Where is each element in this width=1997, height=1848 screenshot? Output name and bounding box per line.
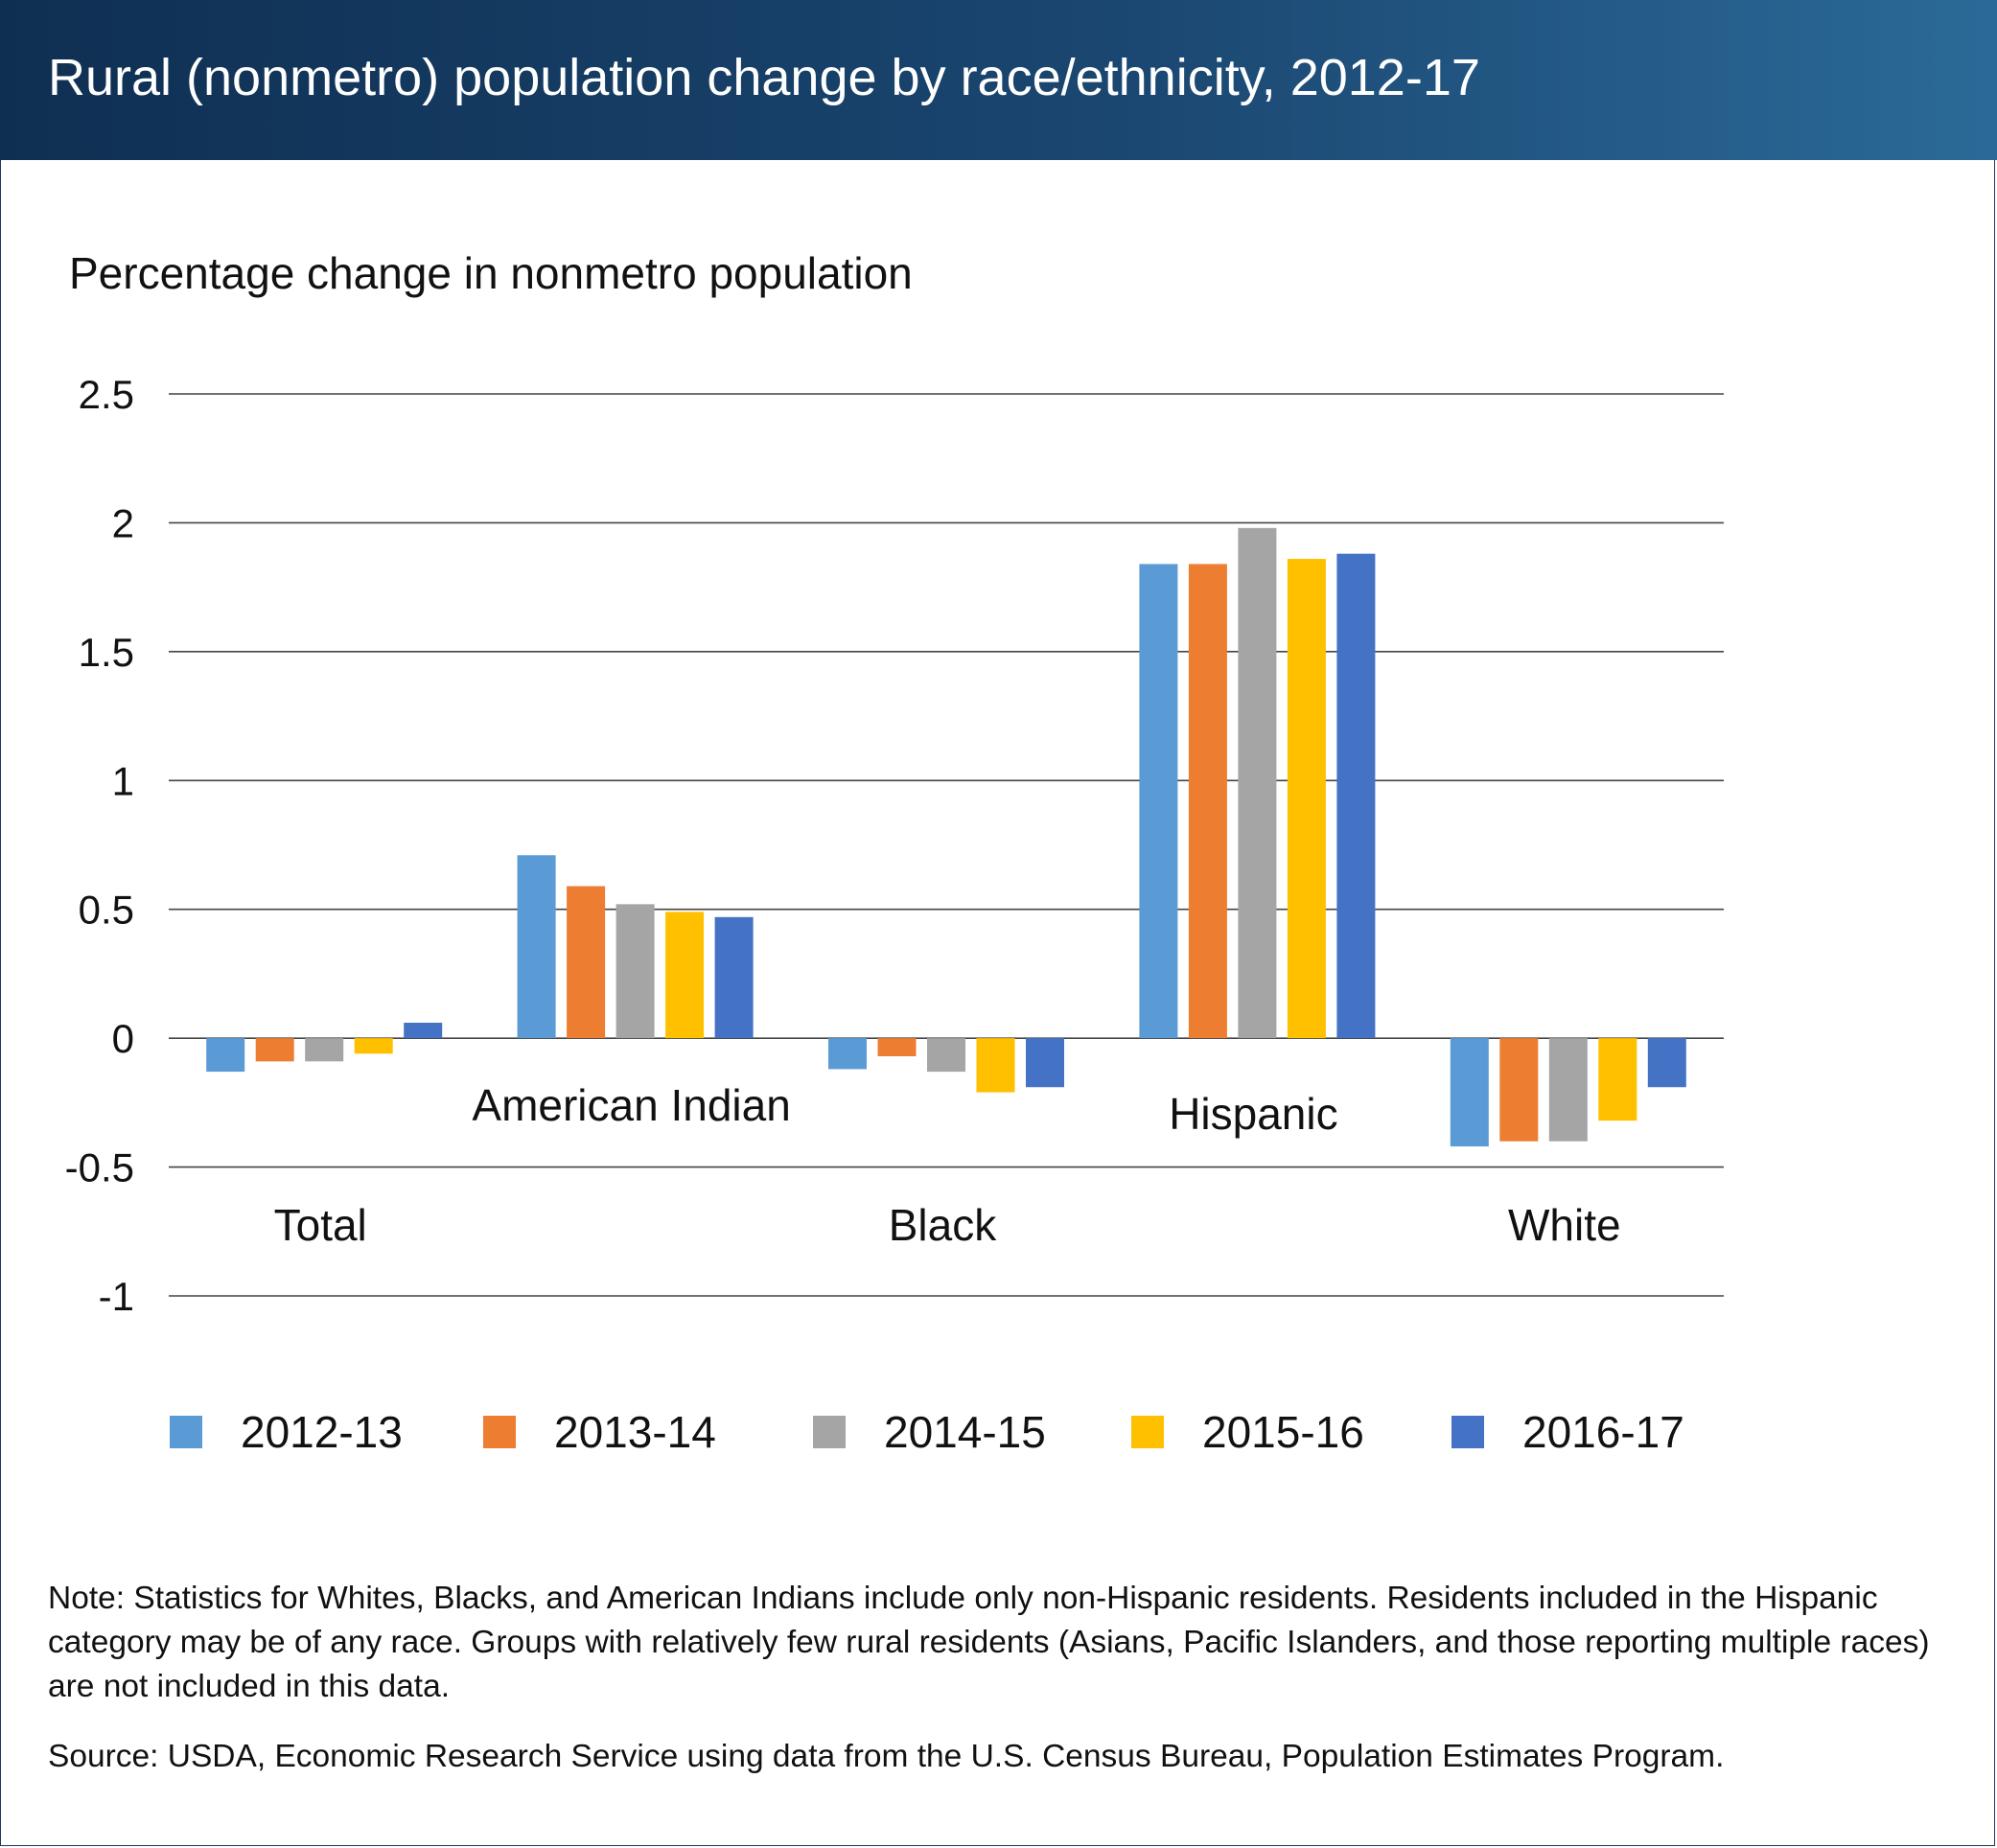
category-label: Total xyxy=(274,1200,367,1250)
bar-black-2013-14 xyxy=(877,1038,917,1056)
gridlines xyxy=(169,393,1724,1297)
legend-label: 2015-16 xyxy=(1202,1407,1364,1457)
legend-swatch-2015-16 xyxy=(1131,1416,1164,1448)
y-tick-label: 1 xyxy=(112,758,134,803)
bar-total-2012-13 xyxy=(206,1038,245,1073)
bar-american-indian-2013-14 xyxy=(567,886,606,1039)
bar-american-indian-2015-16 xyxy=(665,912,705,1039)
bar-hispanic-2016-17 xyxy=(1336,553,1376,1039)
bar-total-2013-14 xyxy=(255,1038,294,1062)
y-tick-label: 1.5 xyxy=(79,630,134,675)
bar-hispanic-2015-16 xyxy=(1287,559,1326,1039)
bar-black-2016-17 xyxy=(1026,1038,1064,1088)
category-labels: Total American Indian Black Hispanic White xyxy=(274,1080,1621,1250)
bar-hispanic-2012-13 xyxy=(1139,564,1178,1039)
category-label: Black xyxy=(889,1200,997,1250)
legend-label: 2016-17 xyxy=(1522,1407,1684,1457)
category-label: White xyxy=(1508,1200,1621,1250)
bar-black-2014-15 xyxy=(927,1038,965,1073)
bar-black-2012-13 xyxy=(828,1038,867,1070)
y-tick-label: 0.5 xyxy=(79,888,134,933)
legend-swatch-2012-13 xyxy=(170,1416,202,1448)
y-tick-label: 2 xyxy=(112,500,134,545)
legend: 2012-13 2013-14 2014-15 2015-16 2016-17 xyxy=(170,1407,1684,1457)
bar-white-2015-16 xyxy=(1598,1038,1637,1121)
bar-white-2012-13 xyxy=(1450,1038,1489,1147)
source-note: Source: USDA, Economic Research Service … xyxy=(48,1739,1725,1774)
legend-label: 2014-15 xyxy=(884,1407,1046,1457)
y-tick-labels: 2.5 2 1.5 1 0.5 0 -0.5 -1 xyxy=(65,372,134,1319)
bar-white-2016-17 xyxy=(1647,1038,1686,1088)
chart-title: Rural (nonmetro) population change by ra… xyxy=(48,49,1480,106)
legend-swatch-2013-14 xyxy=(483,1416,516,1448)
bar-american-indian-2012-13 xyxy=(517,855,556,1039)
bar-white-2014-15 xyxy=(1548,1038,1588,1142)
category-label: American Indian xyxy=(472,1080,790,1130)
bar-total-2015-16 xyxy=(354,1038,393,1054)
legend-label: 2013-14 xyxy=(554,1407,716,1457)
y-tick-label: 0 xyxy=(112,1016,134,1061)
y-tick-label: 2.5 xyxy=(79,372,134,417)
legend-swatch-2014-15 xyxy=(813,1416,846,1448)
y-tick-label: -0.5 xyxy=(65,1145,134,1190)
bar-chart: 2.5 2 1.5 1 0.5 0 -0.5 -1 Total American Indian B… xyxy=(65,372,1724,1457)
bar-hispanic-2014-15 xyxy=(1238,527,1277,1039)
category-label: Hispanic xyxy=(1169,1089,1337,1139)
y-axis-label: Percentage change in nonmetro population xyxy=(69,248,913,298)
bar-hispanic-2013-14 xyxy=(1188,564,1227,1039)
bars xyxy=(206,527,1686,1147)
header-banner: Rural (nonmetro) population change by ra… xyxy=(0,0,1997,160)
bar-total-2016-17 xyxy=(404,1023,443,1039)
bar-black-2015-16 xyxy=(976,1038,1015,1093)
bar-white-2013-14 xyxy=(1499,1038,1539,1142)
bar-american-indian-2014-15 xyxy=(615,904,655,1039)
footnote: Note: Statistics for Whites, Blacks, and… xyxy=(48,1581,1930,1704)
legend-label: 2012-13 xyxy=(241,1407,403,1457)
bar-american-indian-2016-17 xyxy=(714,916,754,1039)
y-tick-label: -1 xyxy=(99,1274,134,1319)
legend-swatch-2016-17 xyxy=(1451,1416,1484,1448)
bar-total-2014-15 xyxy=(305,1038,344,1062)
